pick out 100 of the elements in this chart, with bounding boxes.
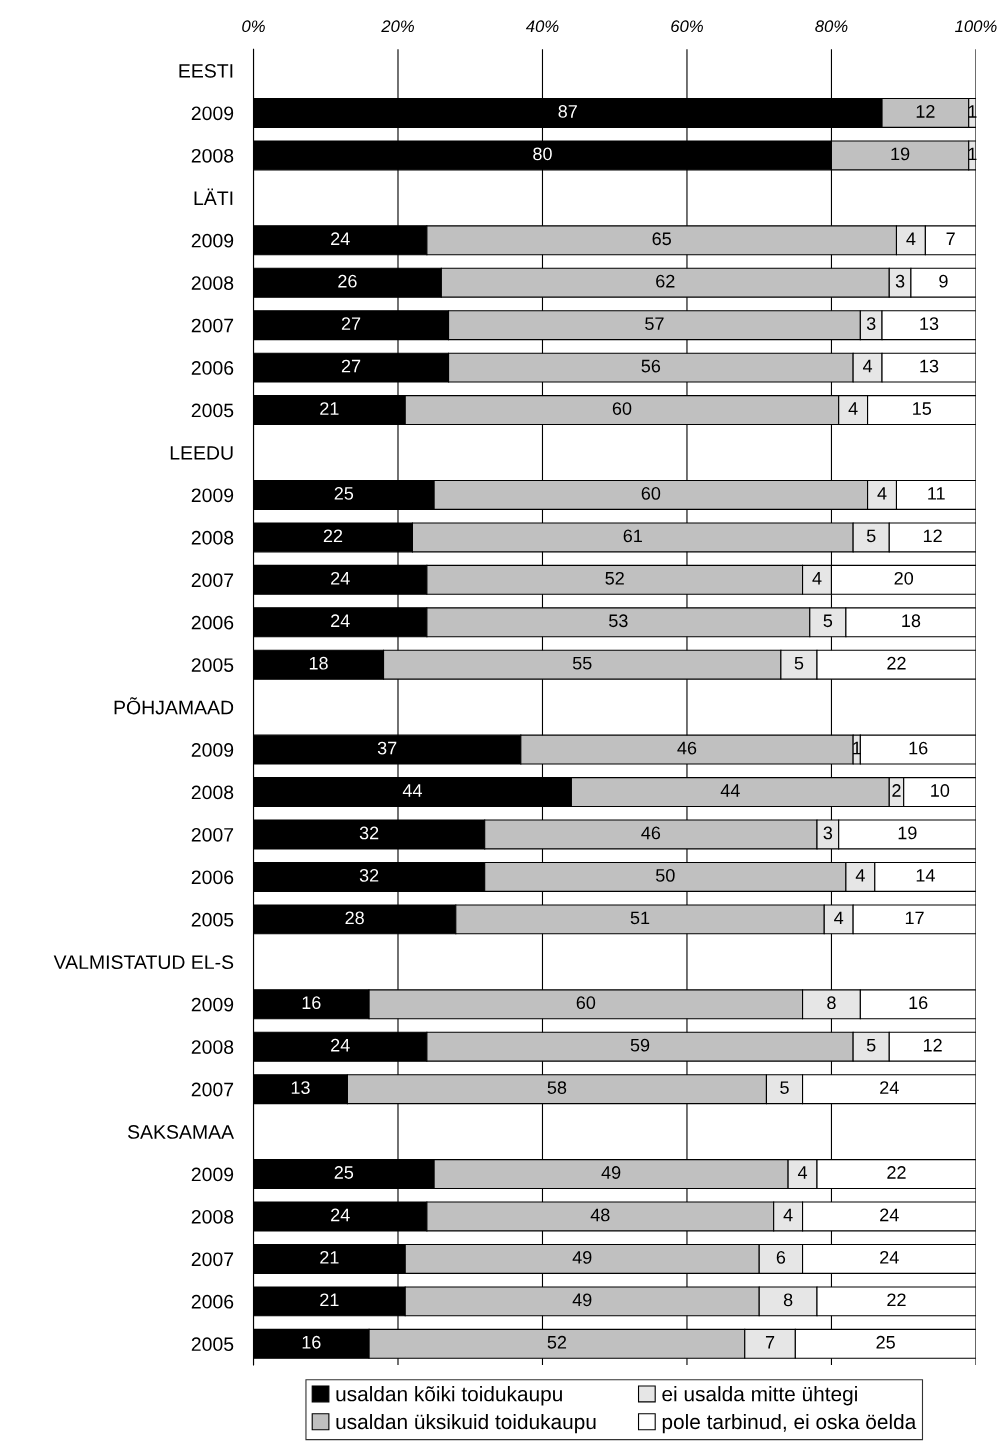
data-label: 24 xyxy=(331,614,350,627)
data-label: 3 xyxy=(895,274,905,288)
data-label: 24 xyxy=(331,232,350,245)
y-tick-label: 2008 xyxy=(191,148,234,163)
y-tick-label: PÕHJAMAAD xyxy=(114,697,234,715)
data-label: 24 xyxy=(880,1081,899,1094)
y-tick-label: 2007 xyxy=(191,1252,234,1267)
data-label: 24 xyxy=(331,1038,350,1052)
data-label: 32 xyxy=(359,869,379,882)
data-label: 13 xyxy=(920,317,939,331)
x-tick-label: 20% xyxy=(381,20,414,33)
data-label: 16 xyxy=(909,741,928,755)
y-tick-label: 2009 xyxy=(191,106,234,121)
data-label: 5 xyxy=(780,1081,789,1094)
data-label: 60 xyxy=(641,487,661,500)
data-label: 5 xyxy=(823,614,833,628)
data-label: 22 xyxy=(323,529,343,543)
y-tick-label: 2009 xyxy=(191,743,234,757)
data-label: 16 xyxy=(302,1335,321,1349)
data-label: 17 xyxy=(905,911,924,925)
y-tick-label: EESTI xyxy=(179,63,233,78)
data-label: 18 xyxy=(309,656,328,670)
data-label: 6 xyxy=(776,1250,786,1264)
data-label: 59 xyxy=(630,1038,650,1052)
x-tick-label: 100% xyxy=(955,20,997,33)
data-label: 46 xyxy=(677,741,697,755)
y-tick-label: 2006 xyxy=(191,361,234,375)
data-label: 16 xyxy=(909,996,928,1010)
data-label: 15 xyxy=(913,402,932,415)
y-tick-label: 2008 xyxy=(191,785,234,800)
x-tick-label: 40% xyxy=(525,20,559,33)
y-tick-label: SAKSAMAA xyxy=(127,1125,235,1139)
x-tick-label: 0% xyxy=(242,20,265,33)
data-label: 57 xyxy=(645,317,664,331)
y-tick-label: 2007 xyxy=(191,318,234,333)
data-label: 11 xyxy=(928,487,945,500)
data-label: 61 xyxy=(623,529,642,543)
data-label: 10 xyxy=(931,784,950,797)
data-label: 4 xyxy=(848,402,858,415)
y-tick-label: 2005 xyxy=(191,1337,234,1352)
data-label: 25 xyxy=(334,487,354,500)
data-label: 7 xyxy=(765,1336,775,1349)
y-tick-label: 2005 xyxy=(191,403,234,418)
y-tick-label: 2009 xyxy=(191,488,234,503)
data-label: 5 xyxy=(866,1038,876,1052)
x-tick-label: 60% xyxy=(671,20,703,33)
data-label: 13 xyxy=(291,1081,310,1094)
y-tick-label: 2007 xyxy=(191,573,234,588)
data-label: 19 xyxy=(891,147,910,161)
data-label: 62 xyxy=(656,274,675,288)
data-label: 4 xyxy=(797,1166,808,1179)
data-label: 3 xyxy=(823,826,833,840)
data-label: 8 xyxy=(827,996,836,1010)
data-label: 18 xyxy=(902,614,921,628)
data-label: 5 xyxy=(866,529,876,543)
data-label: 7 xyxy=(946,232,955,245)
data-label: 4 xyxy=(812,572,822,585)
data-label: 32 xyxy=(359,826,379,840)
data-label: 24 xyxy=(880,1208,899,1222)
y-tick-label: 2006 xyxy=(191,870,234,885)
data-label: 65 xyxy=(652,232,671,246)
data-label: 60 xyxy=(612,402,632,415)
y-tick-label: LEEDU xyxy=(170,446,233,460)
data-label: 4 xyxy=(862,359,873,373)
data-label: 9 xyxy=(939,274,948,288)
data-label: 12 xyxy=(923,1038,942,1052)
data-label: 50 xyxy=(655,869,675,882)
data-label: 53 xyxy=(609,614,628,628)
y-tick-label: LÄTI xyxy=(194,188,233,205)
y-tick-label: 2009 xyxy=(191,1167,234,1182)
data-label: 3 xyxy=(866,317,876,331)
data-label: 24 xyxy=(331,571,350,585)
data-label: 26 xyxy=(338,274,357,288)
data-label: 16 xyxy=(302,996,321,1010)
data-label: 19 xyxy=(898,826,917,840)
data-label: 2 xyxy=(892,784,901,797)
data-label: 12 xyxy=(916,105,935,118)
y-tick-label: 2007 xyxy=(191,827,234,842)
data-label: 4 xyxy=(877,487,887,500)
data-label: 24 xyxy=(331,1208,350,1222)
data-label: 22 xyxy=(887,1166,906,1179)
data-label: 56 xyxy=(641,359,661,373)
data-label: 4 xyxy=(906,232,916,245)
data-label: 58 xyxy=(547,1081,567,1094)
data-label: 80 xyxy=(533,147,552,161)
y-tick-label: 2006 xyxy=(191,1294,234,1309)
y-tick-label: 2008 xyxy=(191,1040,234,1054)
data-label: 48 xyxy=(590,1208,610,1222)
data-label: 44 xyxy=(720,784,740,797)
y-tick-label: 2008 xyxy=(191,1209,234,1224)
data-label: 27 xyxy=(341,317,361,330)
legend-label: usaldan üksikuid toidukaupu xyxy=(336,1413,596,1434)
y-tick-label: VALMISTATUD EL-S xyxy=(53,955,234,970)
data-label: 25 xyxy=(876,1335,895,1349)
data-label: 21 xyxy=(320,1293,339,1307)
y-tick-label: 2009 xyxy=(191,233,234,248)
data-label: 49 xyxy=(572,1250,592,1264)
data-label: 49 xyxy=(572,1293,592,1307)
data-label: 52 xyxy=(547,1335,567,1349)
data-label: 4 xyxy=(834,911,844,925)
